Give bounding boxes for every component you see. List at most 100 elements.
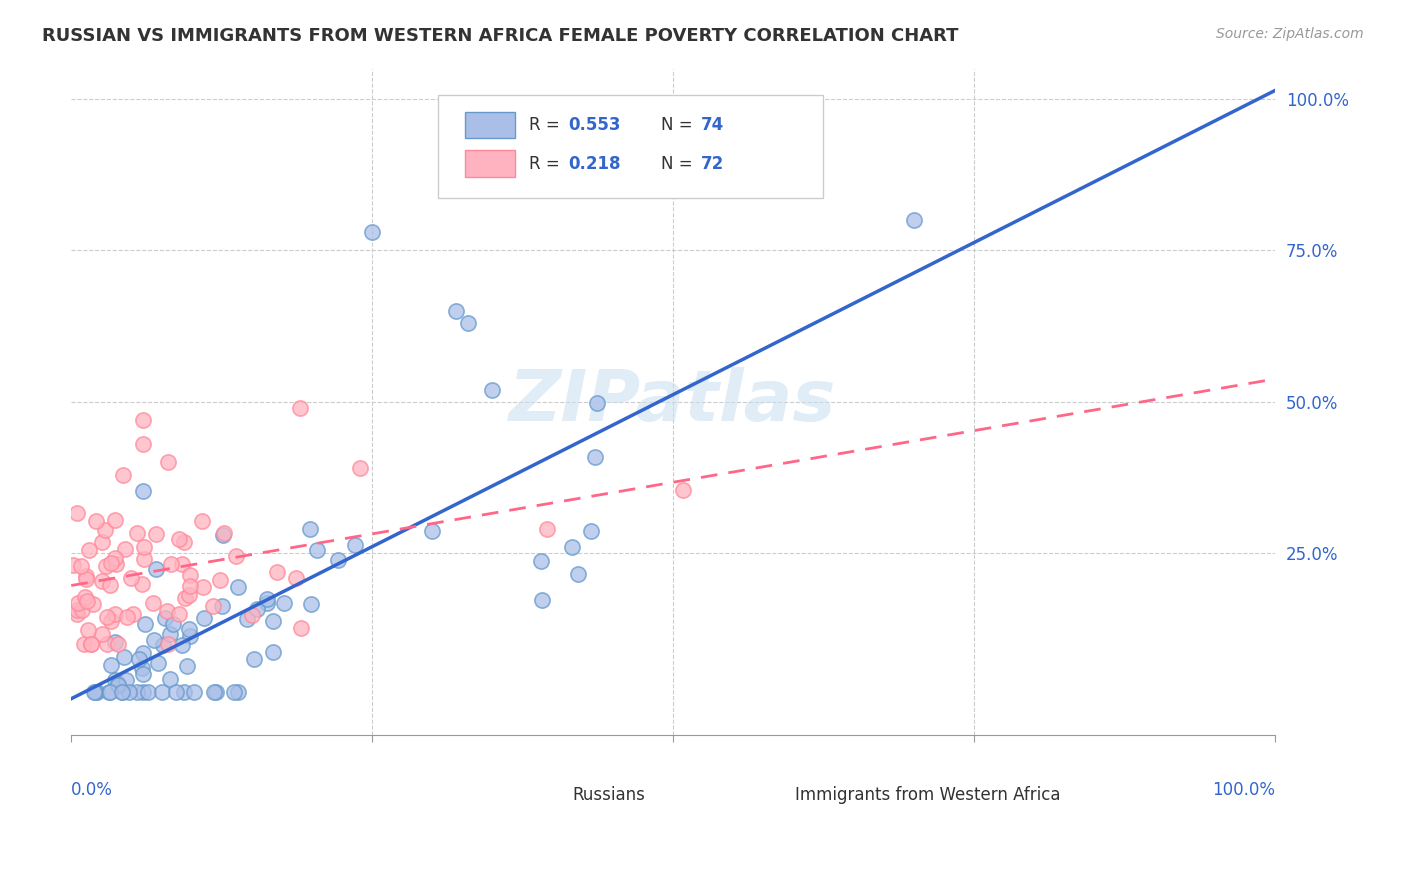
Text: 74: 74 bbox=[700, 116, 724, 134]
Text: Russians: Russians bbox=[572, 786, 645, 804]
Point bbox=[242, 652, 264, 666]
Point bbox=[225, 549, 247, 564]
Point bbox=[246, 602, 269, 616]
Point bbox=[179, 588, 201, 602]
Point bbox=[156, 604, 179, 618]
Point bbox=[132, 437, 155, 451]
Point bbox=[131, 483, 153, 498]
Point bbox=[672, 483, 695, 497]
Point bbox=[82, 597, 104, 611]
Point bbox=[128, 652, 150, 666]
Point bbox=[62, 558, 84, 573]
Text: ZIPatlas: ZIPatlas bbox=[509, 368, 837, 436]
Point bbox=[349, 461, 371, 475]
Point bbox=[531, 593, 554, 607]
Point bbox=[86, 515, 108, 529]
Point bbox=[903, 213, 925, 227]
Point bbox=[83, 685, 105, 699]
Point bbox=[226, 685, 249, 699]
Point bbox=[107, 678, 129, 692]
Point bbox=[104, 550, 127, 565]
Point bbox=[131, 646, 153, 660]
Point bbox=[202, 685, 225, 699]
Point bbox=[152, 638, 174, 652]
Point bbox=[299, 597, 322, 611]
Point bbox=[77, 623, 100, 637]
Text: RUSSIAN VS IMMIGRANTS FROM WESTERN AFRICA FEMALE POVERTY CORRELATION CHART: RUSSIAN VS IMMIGRANTS FROM WESTERN AFRIC… bbox=[42, 27, 959, 45]
Point bbox=[285, 571, 308, 585]
Point bbox=[107, 637, 129, 651]
Point bbox=[132, 413, 155, 427]
Point bbox=[191, 515, 214, 529]
Point bbox=[256, 592, 278, 607]
Point bbox=[66, 607, 89, 621]
Bar bbox=[465, 112, 516, 138]
Point bbox=[236, 612, 259, 626]
Point bbox=[170, 558, 193, 572]
Point bbox=[98, 578, 121, 592]
Point bbox=[176, 659, 198, 673]
Point bbox=[142, 596, 165, 610]
Point bbox=[305, 543, 328, 558]
Bar bbox=[465, 151, 516, 178]
Point bbox=[104, 607, 127, 621]
Point bbox=[111, 685, 134, 699]
Point bbox=[114, 541, 136, 556]
Point bbox=[156, 637, 179, 651]
Point bbox=[224, 685, 246, 699]
Point bbox=[167, 607, 190, 622]
Point bbox=[177, 623, 200, 637]
Point bbox=[111, 468, 134, 483]
Text: 0.0%: 0.0% bbox=[72, 781, 112, 799]
Point bbox=[104, 513, 127, 527]
Point bbox=[290, 621, 312, 635]
Point bbox=[104, 634, 127, 648]
Point bbox=[131, 577, 153, 591]
Point bbox=[75, 572, 97, 586]
Point bbox=[530, 554, 553, 568]
Point bbox=[70, 558, 93, 573]
Point bbox=[173, 685, 195, 699]
Point bbox=[420, 524, 443, 538]
Point bbox=[579, 524, 602, 539]
Point bbox=[100, 615, 122, 629]
Text: R =: R = bbox=[529, 155, 565, 173]
Point bbox=[162, 617, 184, 632]
Point bbox=[96, 637, 118, 651]
Point bbox=[86, 685, 108, 699]
Text: Immigrants from Western Africa: Immigrants from Western Africa bbox=[794, 786, 1060, 804]
Point bbox=[145, 527, 167, 541]
Point bbox=[73, 637, 96, 651]
Bar bbox=[740, 778, 785, 812]
Point bbox=[567, 567, 589, 582]
Point bbox=[104, 558, 127, 572]
Point bbox=[262, 645, 284, 659]
Point bbox=[561, 540, 583, 554]
Point bbox=[446, 303, 468, 318]
Point bbox=[202, 599, 225, 613]
Text: 0.218: 0.218 bbox=[568, 155, 621, 173]
Point bbox=[131, 685, 153, 699]
Point bbox=[211, 528, 233, 542]
Point bbox=[94, 523, 117, 537]
Point bbox=[132, 540, 155, 554]
Point bbox=[173, 591, 195, 605]
Text: R =: R = bbox=[529, 116, 565, 134]
Point bbox=[76, 594, 98, 608]
Point bbox=[98, 685, 121, 699]
Point bbox=[114, 673, 136, 687]
Point bbox=[481, 383, 503, 397]
Point bbox=[66, 506, 89, 520]
Point bbox=[256, 596, 278, 610]
Point bbox=[90, 574, 112, 589]
Point bbox=[100, 557, 122, 571]
Point bbox=[66, 603, 89, 617]
Point bbox=[131, 660, 153, 674]
Point bbox=[66, 596, 89, 610]
Point bbox=[208, 573, 231, 587]
Point bbox=[193, 610, 215, 624]
Point bbox=[585, 396, 607, 410]
Point bbox=[90, 535, 112, 549]
Point bbox=[159, 672, 181, 686]
Point bbox=[298, 522, 321, 536]
